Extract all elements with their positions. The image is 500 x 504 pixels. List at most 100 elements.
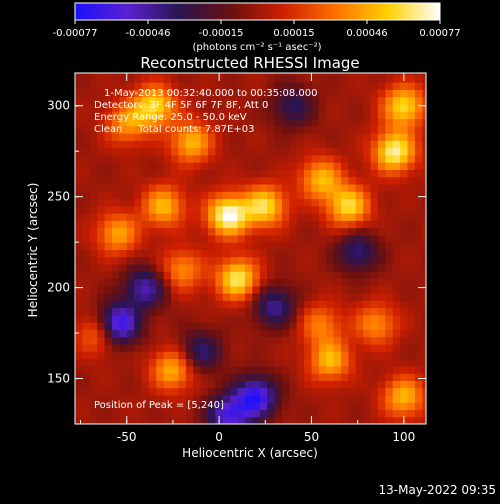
heatmap-cell bbox=[377, 198, 386, 207]
heatmap-cell bbox=[355, 387, 364, 396]
heatmap-cell bbox=[141, 118, 150, 127]
heatmap-cell bbox=[119, 263, 128, 272]
heatmap-cell bbox=[348, 73, 357, 76]
heatmap-cell bbox=[311, 387, 320, 396]
heatmap-cell bbox=[237, 133, 246, 141]
heatmap-cell bbox=[318, 220, 327, 229]
heatmap-cell bbox=[274, 343, 283, 352]
heatmap-cell bbox=[274, 271, 283, 280]
heatmap-cell bbox=[141, 205, 150, 214]
heatmap-cell bbox=[222, 249, 231, 258]
heatmap-cell bbox=[215, 358, 224, 367]
heatmap-cell bbox=[363, 118, 372, 127]
heatmap-cell bbox=[134, 183, 143, 192]
heatmap-cell bbox=[400, 191, 409, 200]
heatmap-cell bbox=[377, 74, 386, 83]
heatmap-cell bbox=[400, 307, 409, 316]
heatmap-cell bbox=[200, 242, 209, 250]
heatmap-cell bbox=[422, 140, 426, 149]
heatmap-cell bbox=[148, 73, 157, 76]
heatmap-cell bbox=[355, 213, 364, 221]
heatmap-cell bbox=[104, 82, 113, 90]
heatmap-cell bbox=[171, 89, 180, 98]
heatmap-cell bbox=[244, 169, 253, 178]
heatmap-cell bbox=[200, 380, 209, 389]
heatmap-cell bbox=[208, 147, 216, 156]
heatmap-cell bbox=[222, 409, 231, 418]
heatmap-cell bbox=[104, 271, 113, 280]
heatmap-cell bbox=[318, 293, 327, 301]
heatmap-cell bbox=[281, 133, 290, 141]
heatmap-cell bbox=[296, 329, 305, 338]
heatmap-cell bbox=[348, 387, 357, 396]
heatmap-cell bbox=[377, 183, 386, 192]
heatmap-cell bbox=[163, 118, 172, 127]
heatmap-cell bbox=[178, 387, 187, 396]
heatmap-cell bbox=[148, 169, 157, 178]
heatmap-cell bbox=[296, 96, 305, 105]
heatmap-cell bbox=[237, 82, 246, 90]
heatmap-cell bbox=[355, 402, 364, 411]
colorbar-unit-label: (photons cm⁻² s⁻¹ asec⁻²) bbox=[192, 42, 321, 53]
heatmap-cell bbox=[274, 74, 283, 83]
heatmap-cell bbox=[171, 402, 180, 411]
heatmap-cell bbox=[222, 329, 231, 338]
heatmap-cell bbox=[156, 336, 165, 345]
heatmap-cell bbox=[355, 271, 364, 280]
heatmap-cell bbox=[244, 358, 253, 367]
heatmap-cell bbox=[89, 205, 98, 214]
heatmap-cell bbox=[400, 329, 409, 338]
heatmap-cell bbox=[370, 183, 379, 192]
heatmap-cell bbox=[414, 133, 423, 141]
heatmap-cell bbox=[385, 96, 394, 105]
heatmap-cell bbox=[222, 365, 231, 374]
heatmap-cell bbox=[363, 227, 372, 236]
heatmap-cell bbox=[171, 227, 180, 236]
heatmap-cell bbox=[326, 198, 335, 207]
heatmap-cell bbox=[333, 300, 342, 309]
heatmap-cell bbox=[156, 74, 165, 83]
heatmap-cell bbox=[363, 140, 372, 149]
heatmap-cell bbox=[267, 343, 276, 352]
heatmap-cell bbox=[178, 220, 187, 229]
heatmap-cell bbox=[75, 394, 83, 403]
heatmap-cell bbox=[148, 256, 157, 265]
heatmap-cell bbox=[111, 234, 120, 243]
heatmap-cell bbox=[385, 169, 394, 178]
heatmap-cell bbox=[119, 176, 128, 185]
heatmap-cell bbox=[148, 213, 157, 221]
heatmap-cell bbox=[326, 213, 335, 221]
heatmap-cell bbox=[422, 242, 426, 250]
heatmap-cell bbox=[230, 387, 239, 396]
heatmap-cell bbox=[111, 256, 120, 265]
heatmap-cell bbox=[259, 256, 268, 265]
heatmap-cell bbox=[377, 133, 386, 141]
heatmap-cell bbox=[422, 154, 426, 163]
heatmap-cell bbox=[414, 242, 423, 250]
heatmap-cell bbox=[281, 256, 290, 265]
heatmap-cell bbox=[208, 205, 216, 214]
heatmap-cell bbox=[148, 183, 157, 192]
heatmap-cell bbox=[163, 74, 172, 83]
heatmap-cell bbox=[407, 365, 416, 374]
heatmap-cell bbox=[75, 293, 83, 301]
footer-timestamp: 13-May-2022 09:35 bbox=[379, 483, 496, 497]
heatmap-cell bbox=[267, 154, 276, 163]
heatmap-cell bbox=[163, 322, 172, 331]
heatmap-cell bbox=[244, 234, 253, 243]
heatmap-cell bbox=[311, 133, 320, 141]
heatmap-cell bbox=[377, 227, 386, 236]
heatmap-cell bbox=[363, 285, 372, 294]
heatmap-cell bbox=[208, 96, 216, 105]
heatmap-cell bbox=[363, 351, 372, 360]
heatmap-cell bbox=[193, 285, 202, 294]
heatmap-cell bbox=[252, 154, 261, 163]
heatmap-cell bbox=[252, 358, 261, 367]
heatmap-cell bbox=[296, 343, 305, 352]
heatmap-cell bbox=[208, 169, 216, 178]
heatmap-cell bbox=[400, 278, 409, 287]
heatmap-cell bbox=[422, 300, 426, 309]
heatmap-cell bbox=[289, 365, 298, 374]
colorbar bbox=[74, 2, 441, 21]
heatmap-cell bbox=[304, 125, 313, 134]
